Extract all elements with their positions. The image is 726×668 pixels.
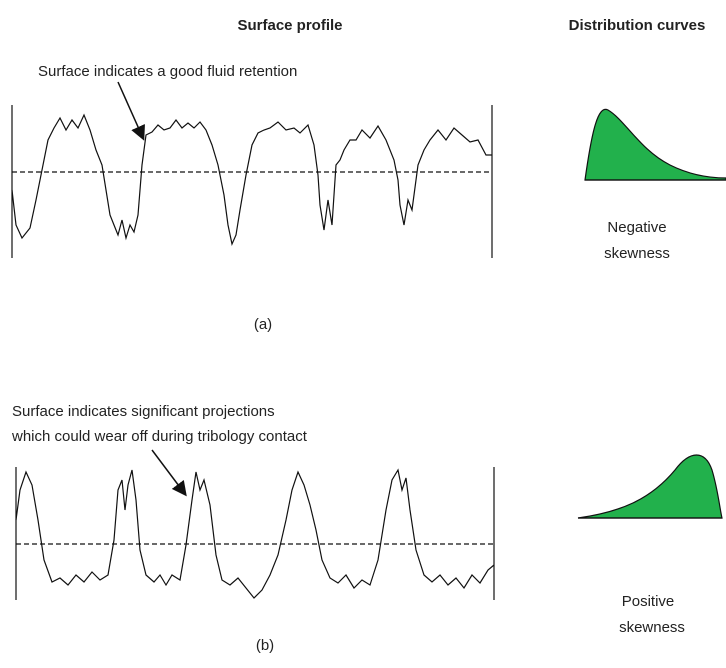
arrow (117, 81, 145, 141)
annotation: which could wear off during tribology co… (11, 428, 308, 445)
distribution-title: Distribution curves (569, 17, 706, 34)
annotation: Surface indicates significant projection… (12, 403, 275, 420)
surface-profile (15, 468, 495, 599)
panel-label: (b) (256, 637, 274, 654)
skewness-label: skewness (604, 245, 670, 262)
distribution-curve (584, 108, 726, 181)
skewness-label: Negative (607, 219, 666, 236)
arrow (151, 449, 187, 497)
surface-profile (11, 113, 492, 246)
profile-title: Surface profile (237, 17, 342, 34)
skewness-label: Positive (622, 593, 675, 610)
annotation: Surface indicates a good fluid retention (38, 63, 297, 80)
skewness-label: skewness (619, 619, 685, 636)
panel-label: (a) (254, 316, 272, 333)
distribution-curve (577, 454, 723, 519)
